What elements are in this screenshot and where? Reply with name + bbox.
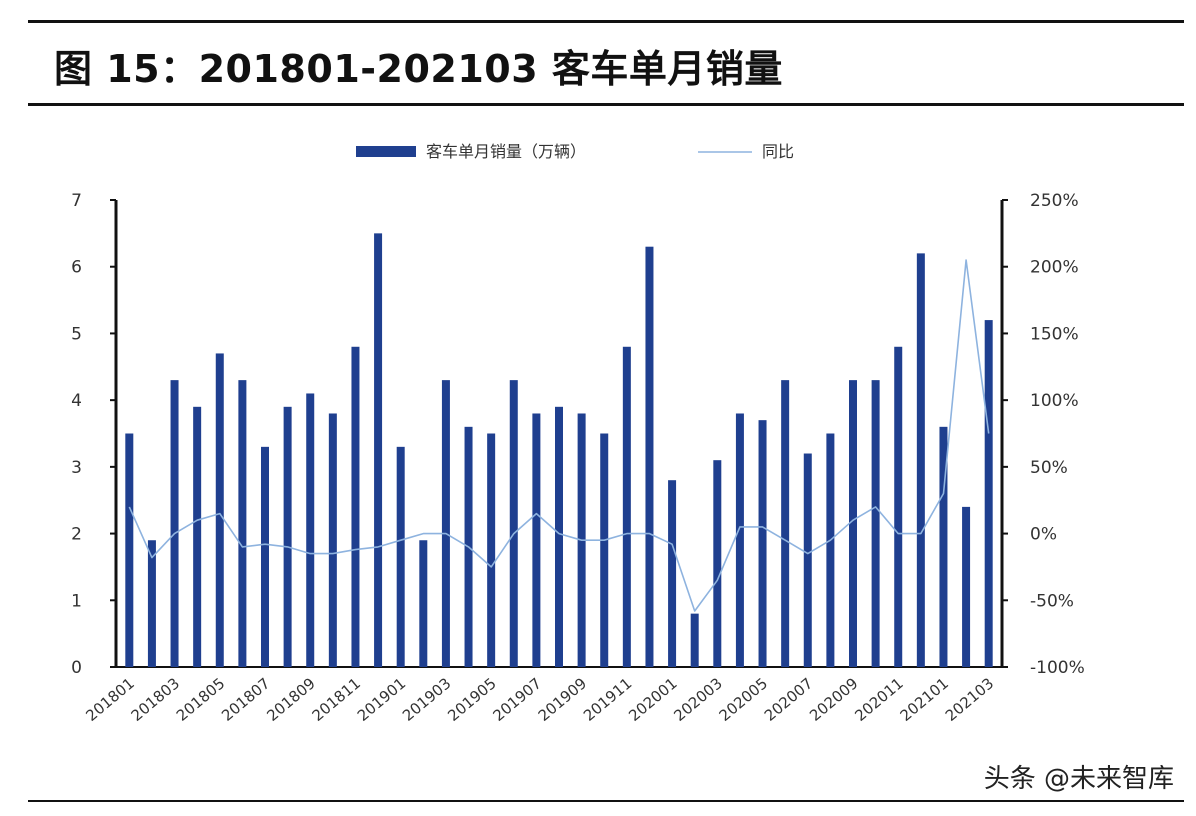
x-tick-label: 201907 (490, 674, 545, 725)
right-tick-label: 250% (1030, 191, 1079, 211)
bar-201907 (532, 413, 541, 667)
x-tick-label: 201901 (354, 674, 409, 725)
bar-201908 (555, 406, 563, 667)
left-tick-label: 2 (71, 525, 82, 545)
bar-202002 (690, 613, 699, 667)
left-tick-label: 4 (71, 391, 82, 411)
x-tick-label: 202001 (625, 674, 680, 725)
bar-201905 (487, 433, 496, 667)
bar-202008 (826, 433, 835, 667)
x-tick-label: 202103 (942, 674, 997, 725)
watermark: 头条 @未来智库 (983, 764, 1174, 794)
bar-202102 (962, 506, 971, 667)
x-tick-label: 201805 (173, 674, 228, 725)
bar-201811 (351, 346, 360, 667)
x-tick-label: 201903 (399, 674, 454, 725)
bar-202005 (758, 420, 767, 667)
x-tick-label: 201801 (82, 674, 137, 725)
left-tick-label: 0 (71, 658, 82, 678)
bar-202103 (984, 320, 993, 667)
bar-201809 (306, 393, 315, 667)
bar-202101 (939, 426, 948, 667)
bar-201906 (509, 380, 518, 667)
left-tick-label: 3 (71, 458, 82, 478)
title-rule (28, 103, 1184, 106)
x-tick-label: 201811 (309, 674, 364, 725)
bar-201901 (396, 446, 405, 667)
figure-title: 图 15：201801-202103 客车单月销量 (54, 47, 783, 91)
bar-201810 (328, 413, 337, 667)
left-tick-label: 6 (71, 258, 82, 278)
bar-202009 (849, 380, 857, 667)
legend-bar-label: 客车单月销量（万辆） (426, 142, 586, 161)
x-tick-label: 201911 (580, 674, 635, 725)
bar-201807 (261, 446, 269, 667)
bar-202012 (916, 253, 925, 667)
x-tick-label: 202007 (761, 674, 816, 725)
x-tick-label: 202005 (716, 674, 771, 725)
bar-202001 (668, 480, 677, 667)
bar-202003 (713, 460, 722, 667)
bar-201804 (193, 406, 202, 667)
yoy-line (128, 259, 990, 612)
x-tick-label: 202101 (897, 674, 952, 725)
bar-201812 (374, 233, 383, 667)
x-tick-label: 201807 (218, 674, 273, 725)
right-tick-label: 0% (1030, 525, 1057, 545)
top-rule (28, 20, 1184, 23)
left-tick-label: 1 (71, 591, 82, 611)
bar-201803 (170, 380, 179, 667)
legend-line-label: 同比 (762, 142, 794, 161)
legend-bar-swatch (356, 146, 416, 157)
right-tick-label: 150% (1030, 324, 1079, 344)
x-tick-label: 202011 (851, 674, 906, 725)
bar-201910 (600, 433, 609, 667)
bar-202006 (781, 380, 790, 667)
bar-201902 (419, 540, 428, 667)
bar-202004 (735, 413, 744, 667)
bar-201802 (147, 540, 156, 667)
bar-201806 (238, 380, 247, 667)
bar-201801 (125, 433, 134, 667)
x-tick-label: 201905 (444, 674, 499, 725)
x-tick-label: 202003 (670, 674, 725, 725)
x-tick-label: 201809 (263, 674, 318, 725)
bar-201912 (645, 246, 654, 667)
right-tick-label: 50% (1030, 458, 1068, 478)
bar-202010 (871, 380, 880, 667)
bar-202011 (894, 346, 903, 667)
bar-202007 (803, 453, 812, 667)
x-tick-label: 201803 (128, 674, 183, 725)
left-tick-label: 7 (71, 191, 82, 211)
right-tick-label: -50% (1030, 591, 1074, 611)
left-tick-label: 5 (71, 324, 82, 344)
right-tick-label: -100% (1030, 658, 1085, 678)
right-tick-label: 200% (1030, 258, 1079, 278)
bar-201911 (622, 346, 631, 667)
x-tick-label: 202009 (806, 674, 861, 725)
bar-201903 (441, 380, 450, 667)
bar-201808 (283, 406, 292, 667)
x-tick-label: 201909 (535, 674, 590, 725)
bar-201805 (215, 353, 224, 667)
right-tick-label: 100% (1030, 391, 1079, 411)
bottom-rule (28, 800, 1184, 802)
